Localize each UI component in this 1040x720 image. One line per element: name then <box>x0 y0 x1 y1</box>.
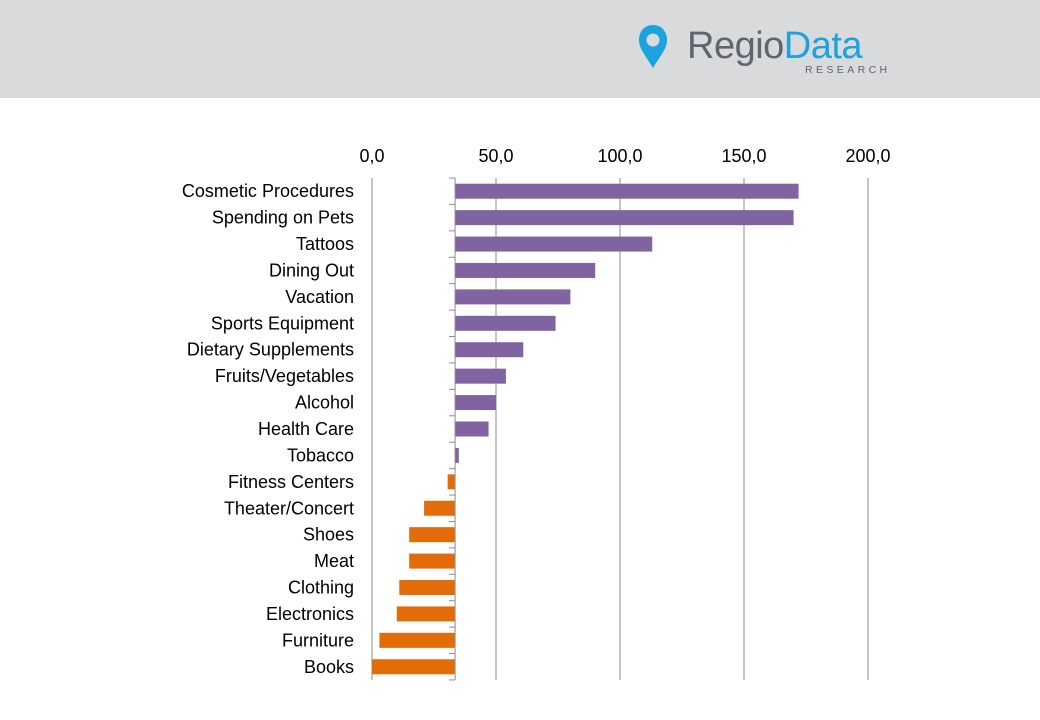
bar <box>424 500 456 516</box>
gridlines <box>371 178 869 680</box>
category-label: Clothing <box>288 578 354 598</box>
bar <box>396 606 456 622</box>
category-label: Fruits/Vegetables <box>215 366 354 386</box>
bar <box>455 395 496 411</box>
logo-word-regio: Regio <box>687 25 784 67</box>
logo-subtitle: RESEARCH <box>805 64 891 76</box>
bar <box>455 368 506 384</box>
bar <box>455 315 556 331</box>
bar <box>447 474 456 490</box>
x-tick-label: 100,0 <box>597 146 642 166</box>
category-label: Fitness Centers <box>228 472 354 492</box>
category-label: Tattoos <box>296 234 354 254</box>
category-label: Spending on Pets <box>212 208 354 228</box>
bar <box>379 632 456 648</box>
category-label: Shoes <box>303 525 354 545</box>
category-label: Health Care <box>258 419 354 439</box>
category-label: Cosmetic Procedures <box>182 181 354 201</box>
bar <box>409 553 456 569</box>
category-label: Electronics <box>266 604 354 624</box>
category-label: Tobacco <box>287 445 354 465</box>
x-tick-label: 200,0 <box>845 146 890 166</box>
bar <box>455 421 489 437</box>
bar <box>455 447 459 463</box>
bar <box>372 659 456 675</box>
bar <box>455 262 596 278</box>
bar <box>455 289 571 305</box>
x-tick-label: 0,0 <box>359 146 384 166</box>
bar <box>455 342 524 358</box>
category-label: Vacation <box>285 287 354 307</box>
category-label: Alcohol <box>295 393 354 413</box>
x-tick-label: 50,0 <box>478 146 513 166</box>
bar <box>455 210 794 226</box>
axes <box>449 177 456 681</box>
bars <box>372 183 799 675</box>
logo-word-data: Data <box>783 25 863 67</box>
labels: 0,0 50,0 100,0 150,0 200,0 Cosmetic Procedure… <box>182 146 891 677</box>
map-pin-icon <box>639 25 667 68</box>
header-banner: RegioData RESEARCH <box>0 0 1040 98</box>
category-label: Theater/Concert <box>224 498 354 518</box>
category-label: Dietary Supplements <box>187 340 354 360</box>
bar <box>455 236 653 252</box>
category-label: Dining Out <box>269 260 354 280</box>
category-label: Furniture <box>282 630 354 650</box>
category-label: Books <box>304 657 354 677</box>
category-label: Meat <box>314 551 354 571</box>
regiodata-logo: RegioData RESEARCH <box>636 20 906 80</box>
logo-wordmark: RegioData <box>687 25 863 67</box>
x-tick-label: 150,0 <box>721 146 766 166</box>
bar <box>399 580 456 596</box>
bar <box>455 183 799 199</box>
bar <box>409 527 456 543</box>
category-label: Sports Equipment <box>211 313 354 333</box>
